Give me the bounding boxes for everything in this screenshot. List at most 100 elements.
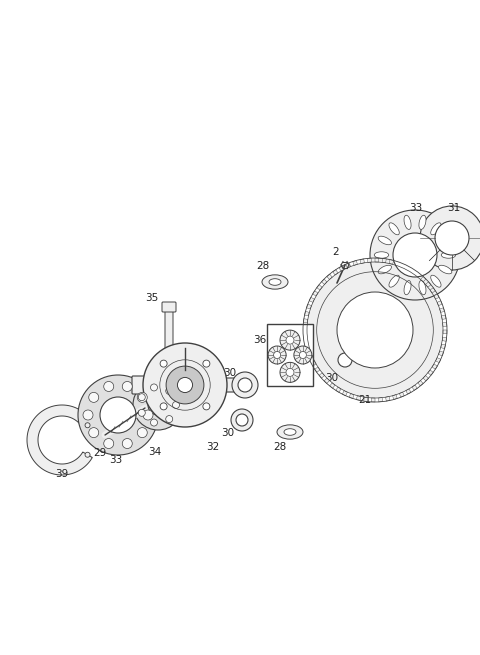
- Circle shape: [100, 397, 136, 433]
- Text: 28: 28: [274, 442, 287, 452]
- Text: 30: 30: [221, 428, 235, 438]
- Polygon shape: [311, 361, 316, 366]
- Polygon shape: [322, 279, 327, 284]
- Circle shape: [89, 428, 99, 438]
- Polygon shape: [409, 268, 414, 273]
- FancyBboxPatch shape: [162, 302, 176, 312]
- Polygon shape: [324, 378, 329, 384]
- Circle shape: [332, 347, 358, 373]
- Polygon shape: [418, 381, 423, 386]
- Text: 35: 35: [145, 293, 158, 303]
- Circle shape: [238, 378, 252, 392]
- FancyBboxPatch shape: [132, 376, 146, 394]
- Polygon shape: [342, 390, 348, 396]
- Circle shape: [172, 402, 180, 409]
- Ellipse shape: [389, 275, 399, 287]
- Ellipse shape: [374, 252, 389, 258]
- Circle shape: [85, 422, 90, 428]
- Circle shape: [274, 352, 281, 358]
- Text: 33: 33: [409, 203, 422, 213]
- Ellipse shape: [431, 223, 441, 235]
- Text: 28: 28: [256, 261, 270, 271]
- Circle shape: [122, 439, 132, 449]
- Polygon shape: [327, 274, 332, 280]
- Ellipse shape: [441, 252, 456, 258]
- Circle shape: [166, 415, 173, 422]
- Circle shape: [420, 206, 480, 270]
- Ellipse shape: [439, 236, 452, 245]
- Polygon shape: [304, 341, 309, 345]
- Text: 29: 29: [94, 448, 107, 458]
- Circle shape: [307, 262, 443, 398]
- Polygon shape: [441, 344, 445, 348]
- Polygon shape: [333, 270, 338, 275]
- Polygon shape: [379, 398, 383, 402]
- Text: 32: 32: [206, 442, 220, 452]
- Polygon shape: [307, 304, 312, 309]
- Circle shape: [294, 346, 312, 364]
- Polygon shape: [27, 405, 92, 475]
- Circle shape: [286, 368, 294, 377]
- Ellipse shape: [419, 280, 426, 295]
- Circle shape: [435, 221, 469, 255]
- Polygon shape: [442, 337, 446, 341]
- Ellipse shape: [389, 223, 399, 235]
- Circle shape: [133, 380, 183, 430]
- Polygon shape: [319, 373, 324, 378]
- Polygon shape: [303, 326, 307, 330]
- Ellipse shape: [262, 275, 288, 289]
- Polygon shape: [317, 285, 322, 290]
- Circle shape: [138, 409, 145, 417]
- Polygon shape: [439, 351, 444, 356]
- Circle shape: [286, 336, 294, 344]
- Circle shape: [137, 428, 147, 438]
- Circle shape: [300, 352, 306, 358]
- Circle shape: [393, 233, 437, 277]
- Bar: [267, 324, 313, 386]
- Polygon shape: [312, 291, 318, 296]
- Polygon shape: [330, 383, 335, 388]
- Polygon shape: [406, 389, 411, 394]
- Ellipse shape: [284, 429, 296, 436]
- Circle shape: [203, 403, 210, 410]
- Polygon shape: [437, 301, 442, 306]
- Polygon shape: [430, 288, 435, 293]
- Ellipse shape: [431, 275, 441, 287]
- Polygon shape: [382, 258, 386, 263]
- Polygon shape: [346, 263, 350, 268]
- Polygon shape: [364, 397, 368, 402]
- Text: 39: 39: [55, 469, 69, 479]
- Circle shape: [203, 360, 210, 367]
- Circle shape: [122, 381, 132, 392]
- Polygon shape: [389, 259, 394, 265]
- Circle shape: [232, 372, 258, 398]
- Circle shape: [370, 210, 460, 300]
- Circle shape: [85, 452, 90, 457]
- Text: 31: 31: [447, 203, 461, 213]
- Text: 34: 34: [148, 447, 162, 457]
- Polygon shape: [426, 282, 431, 287]
- Polygon shape: [420, 276, 426, 282]
- Circle shape: [166, 366, 204, 404]
- Polygon shape: [435, 358, 441, 363]
- Polygon shape: [353, 261, 358, 265]
- FancyBboxPatch shape: [223, 378, 235, 392]
- Polygon shape: [339, 266, 344, 271]
- Text: 30: 30: [223, 368, 237, 378]
- Polygon shape: [305, 311, 309, 316]
- Circle shape: [178, 377, 192, 392]
- FancyBboxPatch shape: [165, 307, 173, 364]
- Polygon shape: [375, 258, 379, 262]
- Polygon shape: [308, 354, 313, 360]
- Circle shape: [83, 410, 93, 420]
- Polygon shape: [443, 330, 447, 334]
- Ellipse shape: [277, 425, 303, 439]
- Polygon shape: [443, 322, 447, 326]
- Polygon shape: [368, 258, 372, 263]
- Circle shape: [104, 439, 114, 449]
- Ellipse shape: [378, 236, 392, 245]
- Circle shape: [151, 384, 157, 391]
- Circle shape: [337, 292, 413, 368]
- Polygon shape: [403, 264, 408, 269]
- Text: 21: 21: [359, 395, 372, 405]
